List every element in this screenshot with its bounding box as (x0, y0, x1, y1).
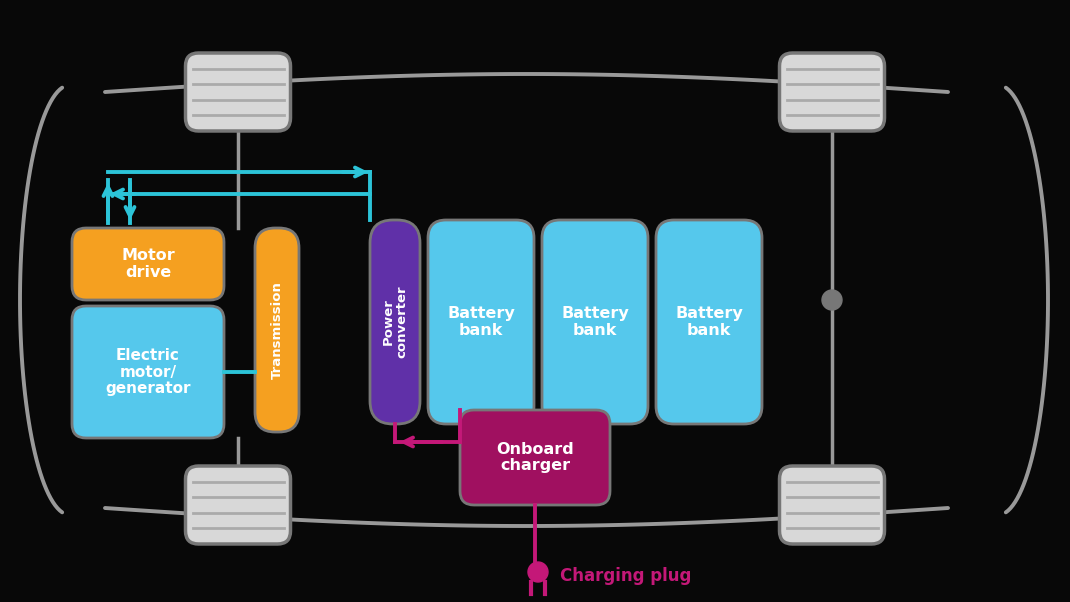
Text: Onboard
charger: Onboard charger (496, 442, 574, 473)
FancyBboxPatch shape (72, 228, 224, 300)
Text: Transmission: Transmission (271, 281, 284, 379)
Text: Power
converter: Power converter (381, 286, 409, 358)
FancyBboxPatch shape (780, 53, 885, 131)
FancyBboxPatch shape (542, 220, 648, 424)
Text: Motor
drive: Motor drive (121, 248, 174, 280)
Text: Electric
motor/
generator: Electric motor/ generator (105, 348, 190, 396)
FancyBboxPatch shape (370, 220, 421, 424)
Text: Battery
bank: Battery bank (447, 306, 515, 338)
FancyBboxPatch shape (656, 220, 762, 424)
FancyBboxPatch shape (185, 466, 290, 544)
FancyBboxPatch shape (460, 410, 610, 505)
FancyBboxPatch shape (72, 306, 224, 438)
FancyBboxPatch shape (780, 466, 885, 544)
FancyBboxPatch shape (185, 53, 290, 131)
Circle shape (528, 562, 548, 582)
Text: Battery
bank: Battery bank (561, 306, 629, 338)
Text: Charging plug: Charging plug (560, 567, 691, 585)
FancyBboxPatch shape (428, 220, 534, 424)
Circle shape (822, 290, 842, 310)
Text: Battery
bank: Battery bank (675, 306, 743, 338)
FancyBboxPatch shape (255, 228, 299, 432)
